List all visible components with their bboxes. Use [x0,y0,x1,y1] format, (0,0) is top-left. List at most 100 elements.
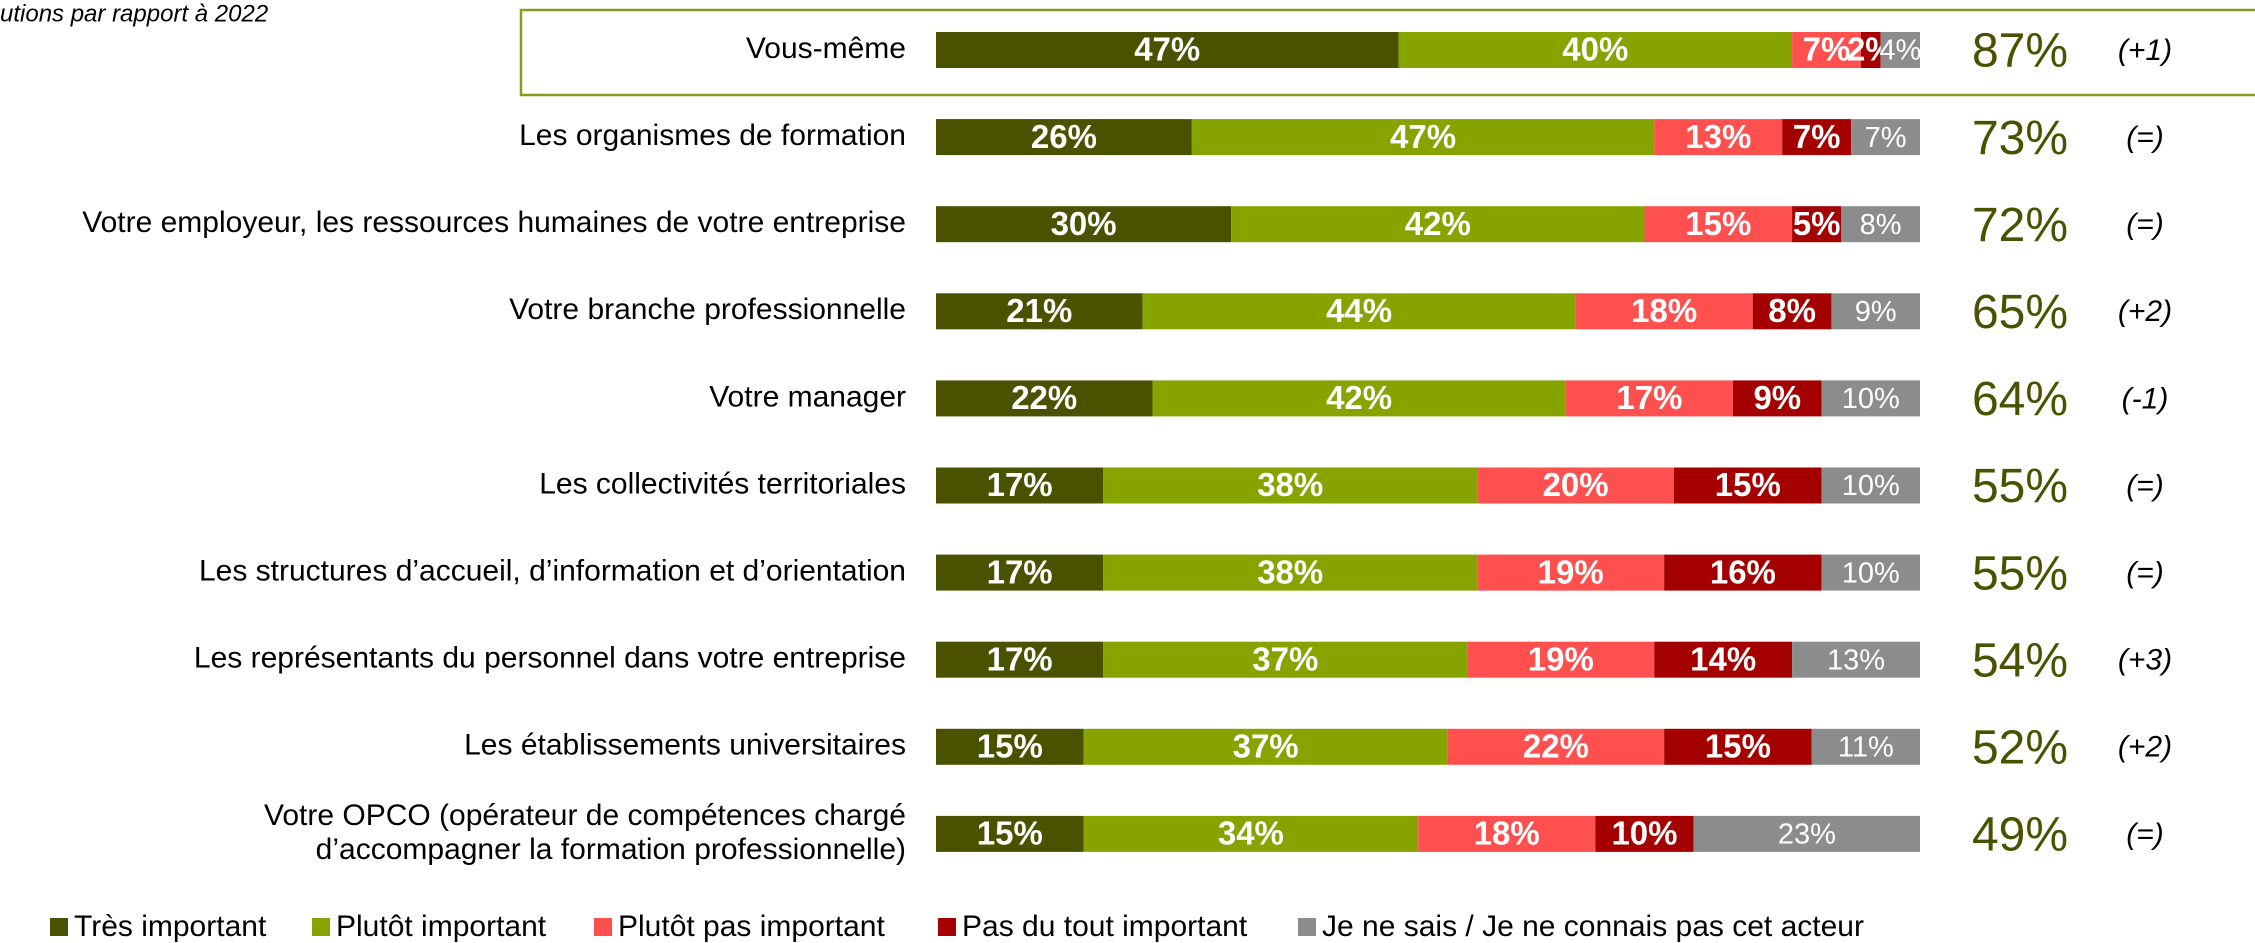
legend-swatch [594,918,612,936]
legend-swatch [312,918,330,936]
bar-segment [1782,119,1852,156]
segment-label: 4% [1879,35,1921,67]
total-label: 55% [1972,460,2068,513]
segment-label: 7% [1803,31,1851,68]
bar-segment [1565,380,1734,417]
change-label: (=) [2126,818,2164,851]
segment-label: 22% [1523,728,1589,765]
category-label: Les représentants du personnel dans votr… [194,642,906,675]
segment-label: 17% [987,553,1053,590]
bar-segment [1447,728,1665,765]
segment-label: 15% [1715,466,1781,503]
total-label: 54% [1972,634,2068,687]
category-label: Les structures d’accueil, d’information … [199,555,906,588]
bar-segment [1821,380,1920,417]
bar-segment [1693,815,1920,852]
bar-segment [936,728,1084,765]
segment-label: 42% [1326,379,1392,416]
bar-segment [1103,641,1468,678]
segment-label: 22% [1011,379,1077,416]
category-label: Votre OPCO (opérateur de compétences cha… [264,799,906,866]
bar-segment [1831,293,1920,330]
segment-label: 47% [1134,31,1200,68]
segment-label: 44% [1326,292,1392,329]
segment-label: 37% [1233,728,1299,765]
total-label: 72% [1972,199,2068,252]
bar-segment [1674,467,1822,504]
segment-label: 13% [1685,118,1751,155]
bar-segment [936,293,1143,330]
bar-segment [1752,293,1832,330]
bar-segment [1575,293,1753,330]
change-label: (=) [2126,469,2164,502]
bar-segment [1231,206,1645,243]
segment-label: 37% [1252,640,1318,677]
segment-label: 38% [1257,466,1323,503]
legend-label: Plutôt pas important [618,910,885,943]
segment-label: 7% [1793,118,1841,155]
bar-segment [1860,32,1881,68]
segment-label: 20% [1543,466,1609,503]
category-label: Les organismes de formation [519,119,906,152]
total-label: 55% [1972,547,2068,600]
total-label: 87% [1972,25,2068,78]
bar-segment [936,554,1104,591]
total-label: 65% [1972,286,2068,339]
note: utions par rapport à 2022 [0,0,268,27]
change-label: (+2) [2118,731,2172,764]
legend-swatch [938,918,956,936]
segment-label: 11% [1838,731,1894,763]
bar-segment [1654,119,1783,156]
change-label: (=) [2126,557,2164,590]
segment-label: 8% [1860,209,1902,241]
legend-label: Pas du tout important [962,910,1248,943]
change-label: (-1) [2122,382,2169,415]
bar-segment [1477,554,1665,591]
segment-label: 18% [1631,292,1697,329]
category-label: Votre employeur, les ressources humaines… [82,206,906,239]
category-label: Vous-même [746,32,906,65]
bar-segment [1152,380,1566,417]
bar-segment [1664,728,1812,765]
bar-segment [1733,380,1822,417]
total-label: 49% [1972,809,2068,862]
bar-segment [936,32,1399,68]
legend-swatch [1298,918,1316,936]
segment-label: 34% [1218,815,1284,852]
segment-label: 18% [1474,815,1540,852]
bar-segment [1398,32,1793,68]
segment-label: 8% [1768,292,1816,329]
segment-label: 23% [1778,819,1836,851]
segment-label: 15% [1685,205,1751,242]
bar-segment [1083,728,1448,765]
bar-segment [936,815,1084,852]
bar-segment [1880,32,1920,68]
bar-segment [1811,728,1920,765]
bar-segment [1654,641,1793,678]
bar-segment [1467,641,1655,678]
highlight-box [519,8,2255,97]
segment-label: 15% [1705,728,1771,765]
bar-segment [936,380,1153,417]
bar-segment [1821,554,1920,591]
bar-segment [1644,206,1793,243]
category-label: Votre manager [709,380,906,413]
bar-segment [936,641,1104,678]
segment-label: 10% [1842,557,1900,589]
segment-label: 19% [1538,553,1604,590]
bar-segment [1142,293,1576,330]
total-label: 64% [1972,373,2068,426]
bar-segment [936,467,1104,504]
segment-label: 10% [1611,815,1677,852]
segment-label: 17% [987,466,1053,503]
legend-label: Je ne sais / Je ne connais pas cet acteu… [1322,910,1864,943]
category-label: Les établissements universitaires [464,729,906,762]
segment-label: 19% [1528,640,1594,677]
bar-segment [1792,32,1861,68]
bar-segment [1851,119,1920,156]
segment-label: 10% [1842,470,1900,502]
bar-segment [936,206,1232,243]
bar-segment [1841,206,1920,243]
total-label: 52% [1972,721,2068,774]
